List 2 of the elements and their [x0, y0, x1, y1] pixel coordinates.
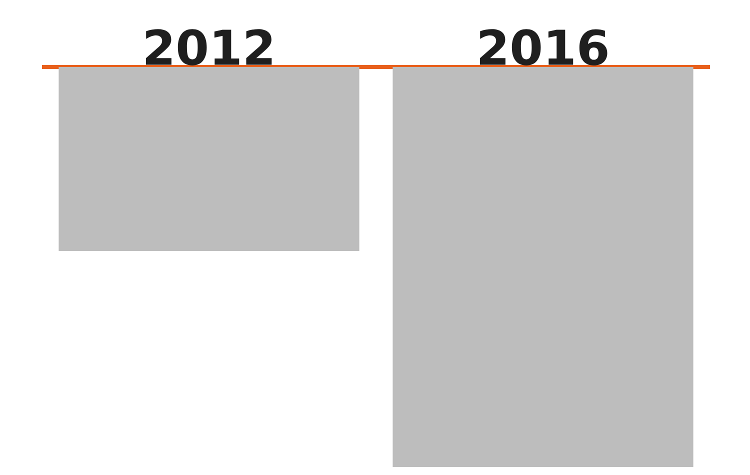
x-tick-label: 2012: [146, 29, 272, 66]
x-tick-label: 2016: [480, 29, 608, 66]
